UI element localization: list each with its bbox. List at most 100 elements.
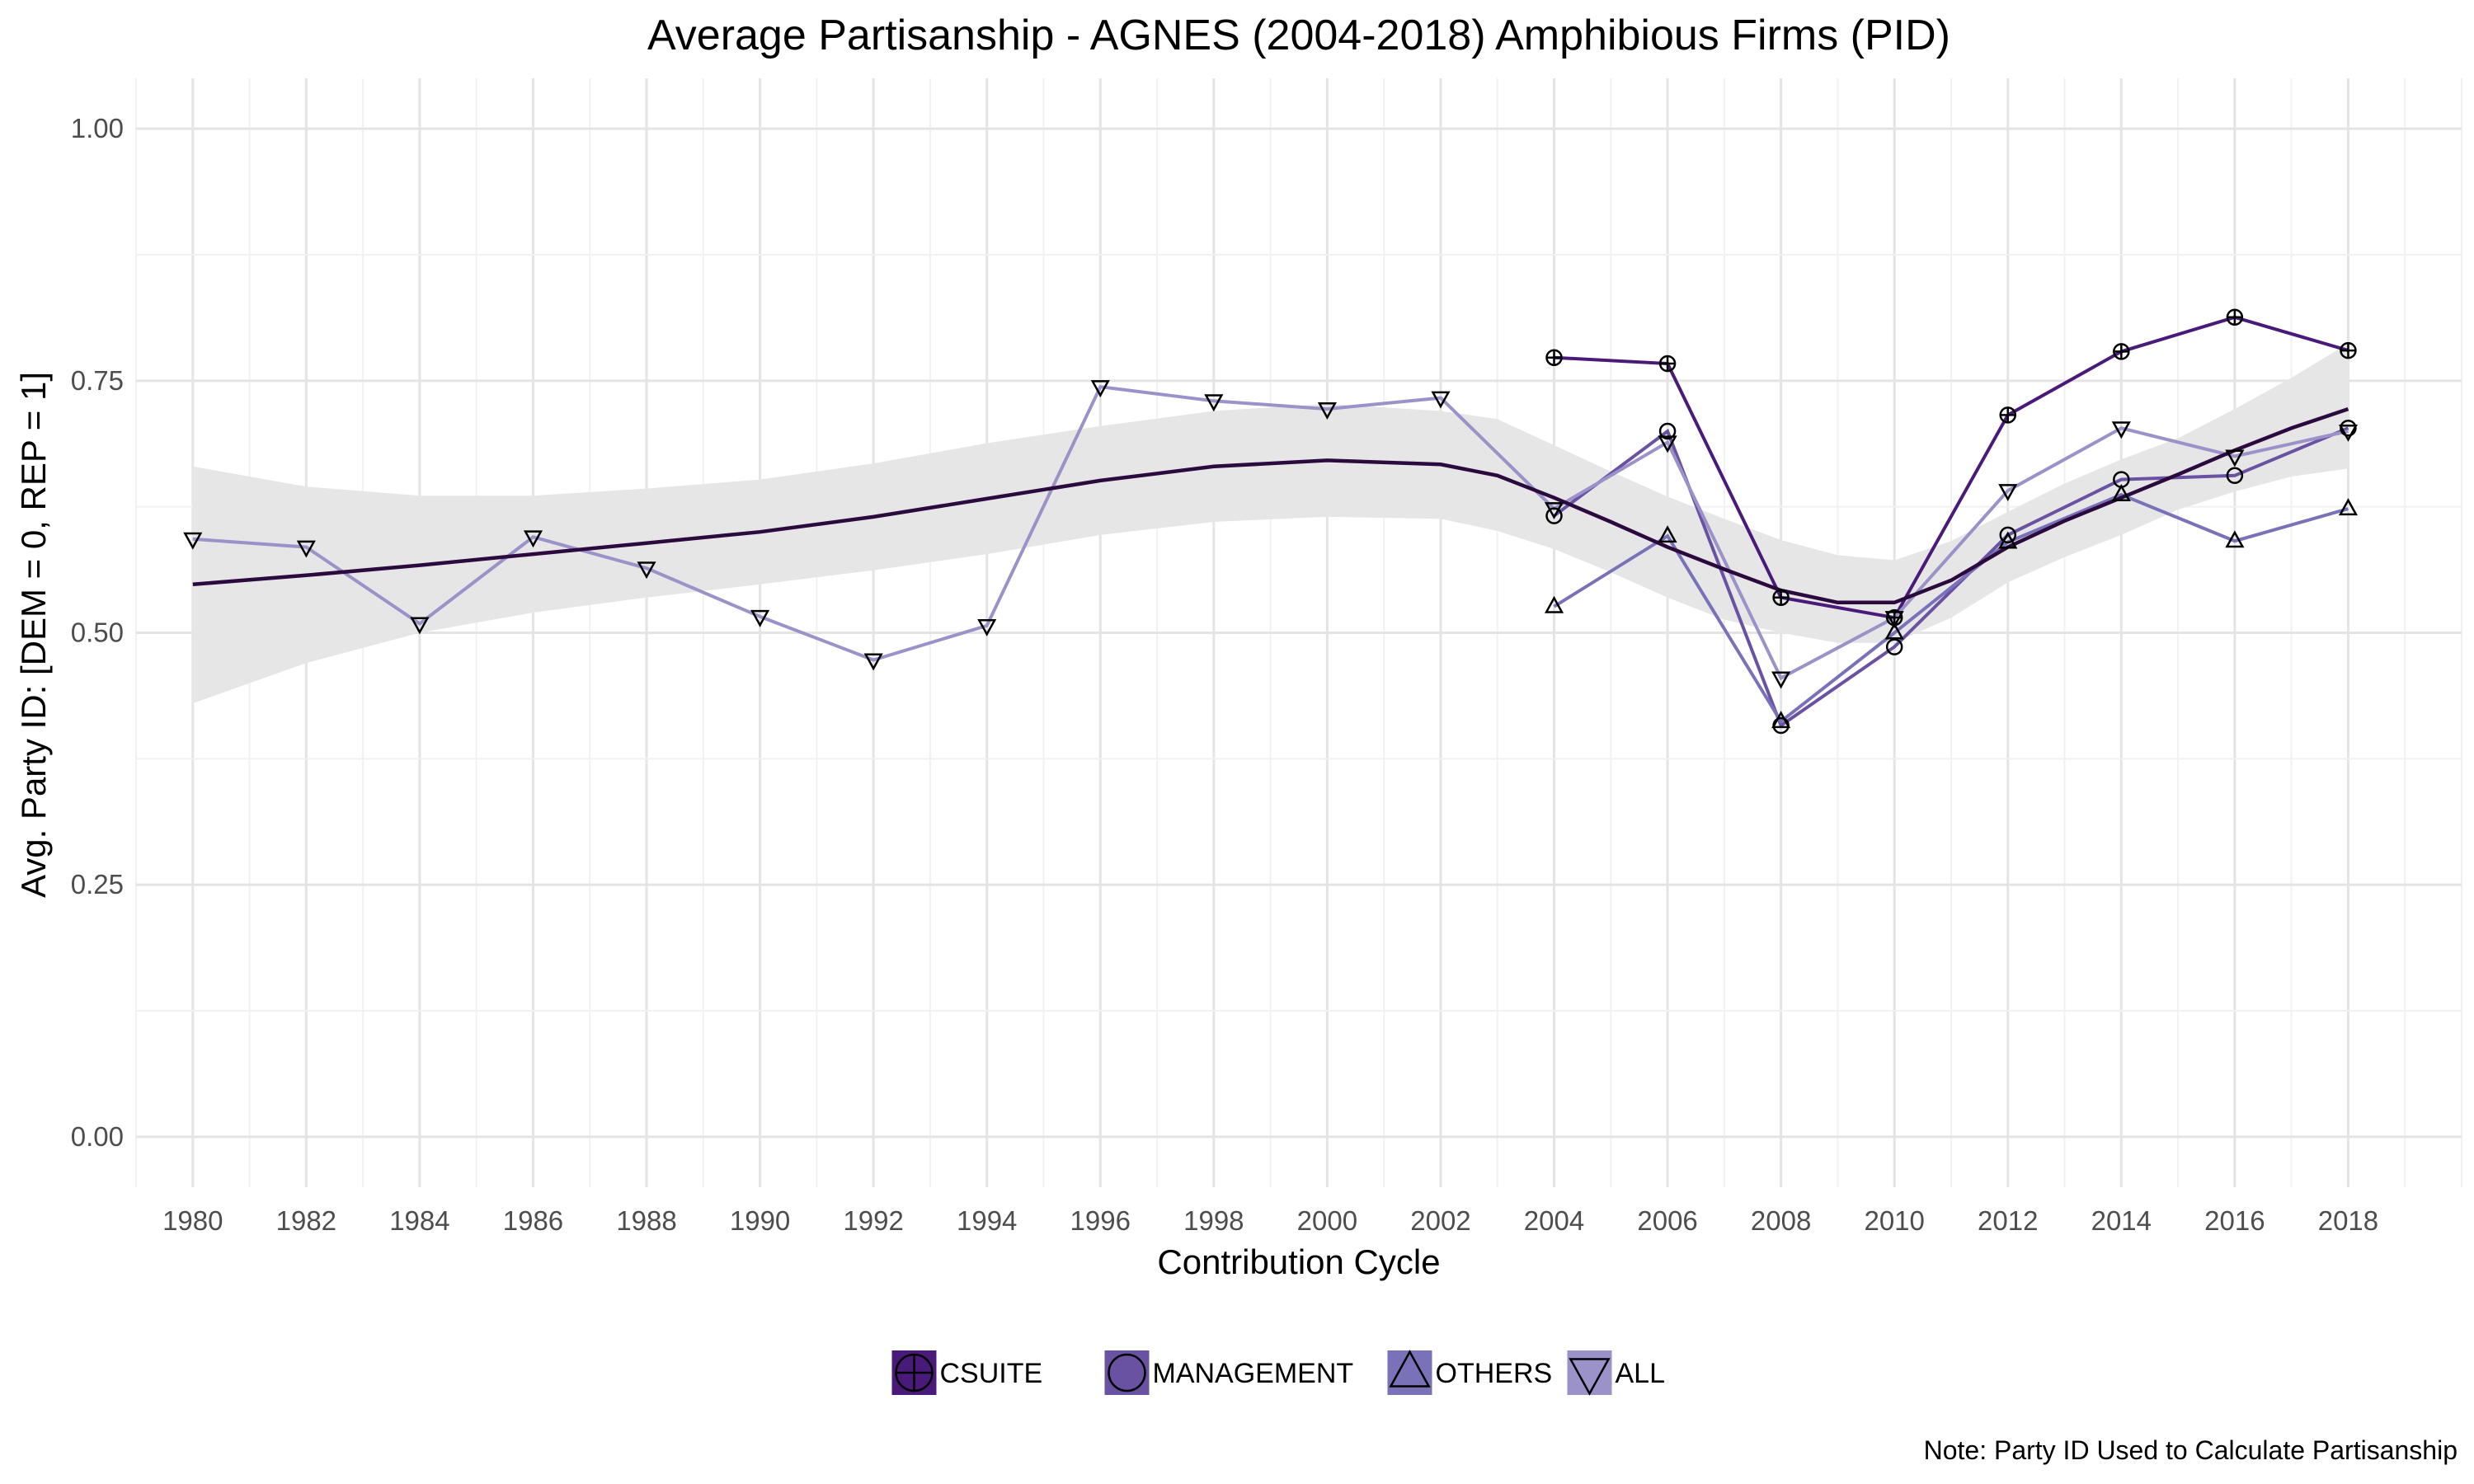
data-point-all bbox=[1998, 484, 2018, 502]
legend-marker bbox=[1389, 1350, 1431, 1388]
series-line-all bbox=[192, 385, 2349, 681]
marker-triangle-up bbox=[1998, 531, 2018, 549]
confidence-band-area bbox=[192, 343, 2349, 704]
marker-triangle-down bbox=[750, 609, 770, 627]
data-point-all bbox=[1544, 502, 1564, 520]
data-point-all bbox=[2225, 449, 2245, 467]
marker-triangle-down bbox=[863, 653, 883, 671]
marker-triangle-down bbox=[1771, 671, 1791, 689]
marker-triangle-down bbox=[1569, 1358, 1611, 1396]
data-point-all bbox=[296, 540, 316, 558]
data-point-others bbox=[1884, 622, 1904, 640]
data-point-all bbox=[977, 618, 997, 636]
x-tick-label: 1992 bbox=[843, 1205, 903, 1236]
data-point-all bbox=[183, 532, 203, 550]
y-tick-label: 0.75 bbox=[71, 365, 124, 396]
chart-title: Average Partisanship - AGNES (2004-2018)… bbox=[647, 12, 1950, 59]
data-point-csuite bbox=[2340, 341, 2357, 359]
data-point-others bbox=[2225, 530, 2245, 548]
x-tick-label: 1990 bbox=[730, 1205, 790, 1236]
data-point-all bbox=[2111, 421, 2131, 439]
marker-triangle-up bbox=[2111, 484, 2131, 501]
data-point-all bbox=[523, 530, 543, 548]
marker-triangle-down bbox=[2225, 449, 2245, 467]
marker-triangle-down bbox=[1544, 502, 1564, 520]
data-point-others bbox=[1658, 525, 1677, 543]
marker-triangle-up bbox=[1884, 622, 1904, 640]
chart-note: Note: Party ID Used to Calculate Partisa… bbox=[1924, 1435, 2458, 1465]
marker-triangle-up bbox=[2338, 498, 2359, 516]
data-point-others bbox=[1544, 595, 1564, 613]
marker-circle bbox=[1658, 422, 1677, 440]
marker-triangle-down bbox=[296, 540, 316, 558]
legend-item-all: ALL bbox=[1567, 1350, 1665, 1396]
data-point-all bbox=[1884, 611, 1904, 629]
data-point-others bbox=[1998, 531, 2018, 549]
marker-triangle-down bbox=[637, 561, 656, 580]
marker-triangle-down bbox=[1658, 435, 1677, 453]
marker-triangle-up bbox=[1771, 711, 1791, 729]
data-point-all bbox=[1431, 391, 1451, 409]
data-point-management bbox=[1545, 507, 1563, 524]
data-point-all bbox=[1204, 394, 1224, 412]
series-points bbox=[183, 308, 2359, 735]
legend-label: OTHERS bbox=[1436, 1358, 1553, 1389]
x-tick-label: 2006 bbox=[1637, 1205, 1697, 1236]
legend-label: CSUITE bbox=[940, 1358, 1043, 1389]
data-point-csuite bbox=[1545, 349, 1563, 366]
data-point-csuite bbox=[1999, 406, 2017, 424]
marker-triangle-down bbox=[1204, 394, 1224, 412]
marker-triangle-down bbox=[183, 532, 203, 550]
data-point-all bbox=[1317, 402, 1337, 420]
x-tick-label: 1986 bbox=[503, 1205, 563, 1236]
data-point-all bbox=[637, 561, 656, 580]
marker-triangle-down bbox=[1317, 402, 1337, 420]
x-tick-label: 2004 bbox=[1524, 1205, 1584, 1236]
data-point-management bbox=[1885, 638, 1903, 655]
data-point-all bbox=[2338, 424, 2359, 442]
data-point-all bbox=[1658, 435, 1677, 453]
data-point-others bbox=[1771, 711, 1791, 729]
data-point-all bbox=[863, 653, 883, 671]
series-line-csuite bbox=[1554, 315, 2349, 620]
tick-labels: 1980 1982 1984 1986 1988 1990 1992 1994 1996 1998… bbox=[71, 113, 2378, 1236]
legend-marker bbox=[1108, 1353, 1146, 1392]
marker-triangle-down bbox=[410, 617, 430, 635]
marker-triangle-up bbox=[1544, 595, 1564, 613]
marker-circle bbox=[2226, 467, 2244, 485]
x-tick-label: 1994 bbox=[957, 1205, 1017, 1236]
x-tick-label: 1988 bbox=[616, 1205, 676, 1236]
x-tick-label: 1998 bbox=[1183, 1205, 1244, 1236]
y-tick-label: 1.00 bbox=[71, 113, 124, 143]
smooth-trend bbox=[192, 406, 2349, 605]
marker-triangle-down bbox=[1998, 484, 2018, 502]
x-tick-label: 1980 bbox=[162, 1205, 223, 1236]
data-point-csuite bbox=[1658, 355, 1677, 373]
x-tick-label: 2012 bbox=[1978, 1205, 2038, 1236]
data-point-csuite bbox=[2113, 343, 2130, 360]
marker-triangle-up bbox=[2225, 530, 2245, 548]
legend-marker bbox=[1569, 1358, 1611, 1396]
marker-triangle-down bbox=[1090, 380, 1110, 398]
x-tick-label: 2016 bbox=[2204, 1205, 2265, 1236]
data-point-management bbox=[1658, 422, 1677, 440]
legend-label: MANAGEMENT bbox=[1153, 1358, 1354, 1389]
data-point-csuite bbox=[2226, 308, 2244, 326]
series-lines bbox=[192, 315, 2349, 729]
marker-circle bbox=[1885, 638, 1903, 655]
data-point-others bbox=[2338, 498, 2359, 516]
confidence-band bbox=[192, 343, 2349, 704]
marker-circle bbox=[1999, 526, 2017, 544]
marker-triangle-up bbox=[1389, 1350, 1431, 1388]
x-tick-label: 1982 bbox=[276, 1205, 336, 1236]
legend-swatch bbox=[1104, 1350, 1150, 1395]
y-axis-title: Avg. Party ID: [DEM = 0, REP = 1] bbox=[14, 372, 53, 898]
data-point-all bbox=[750, 609, 770, 627]
marker-triangle-down bbox=[1884, 611, 1904, 629]
marker-triangle-down bbox=[977, 618, 997, 636]
data-point-all bbox=[1090, 380, 1110, 398]
marker-triangle-down bbox=[523, 530, 543, 548]
x-tick-label: 2010 bbox=[1864, 1205, 1924, 1236]
